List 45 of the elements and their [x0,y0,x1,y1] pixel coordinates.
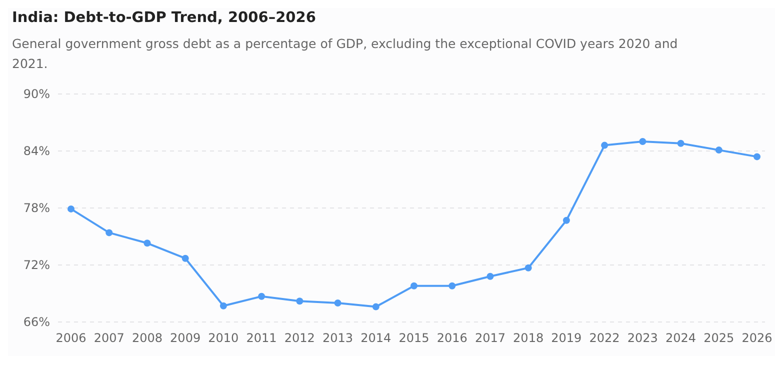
x-tick-label: 2019 [551,331,582,345]
x-tick-label: 2016 [436,331,468,345]
point [677,140,684,147]
x-tick-label: 2023 [627,331,658,345]
x-tick-label: 2014 [360,331,392,345]
point [754,153,760,160]
x-tick-label: 2013 [322,331,354,345]
y-tick-label: 84% [23,144,50,158]
y-tick-label: 66% [23,315,50,330]
point [562,216,570,224]
point [372,303,380,310]
point [639,138,646,145]
x-tick-label: 2009 [170,331,201,345]
y-tick-label: 78% [23,201,50,216]
chart-subtitle: General government gross debt as a percentage of GDP, excluding the exceptional COVID years 2020 and 2021. [12,35,679,73]
point [106,229,113,236]
x-tick-label: 2018 [513,331,544,345]
point [334,300,342,306]
point [220,302,227,310]
x-tick-label: 2022 [589,331,620,345]
x-tick-label: 2007 [94,331,124,345]
point [296,298,304,305]
point [182,254,189,262]
x-tick-label: 2017 [474,331,506,345]
point [524,264,532,272]
point [448,282,456,290]
x-tick-label: 2025 [704,331,734,345]
x-tick-label: 2012 [284,331,315,345]
point [715,146,722,154]
x-tick-label: 2008 [132,331,162,345]
point [601,142,608,149]
x-tick-label: 2024 [666,331,696,345]
x-tick-label: 2011 [246,331,277,345]
point [486,272,494,280]
x-tick-label: 2006 [56,331,86,345]
chart-title: India: Debt-to-GDP Trend, 2006–2026 [12,9,317,26]
y-tick-label: 72% [23,258,50,272]
x-tick-label: 2026 [742,331,772,345]
point [68,205,74,212]
y-tick-label: 90% [23,87,50,102]
point [144,240,151,247]
point [258,292,266,300]
point [410,282,418,290]
x-tick-label: 2010 [208,331,239,345]
x-tick-label: 2015 [398,331,430,345]
